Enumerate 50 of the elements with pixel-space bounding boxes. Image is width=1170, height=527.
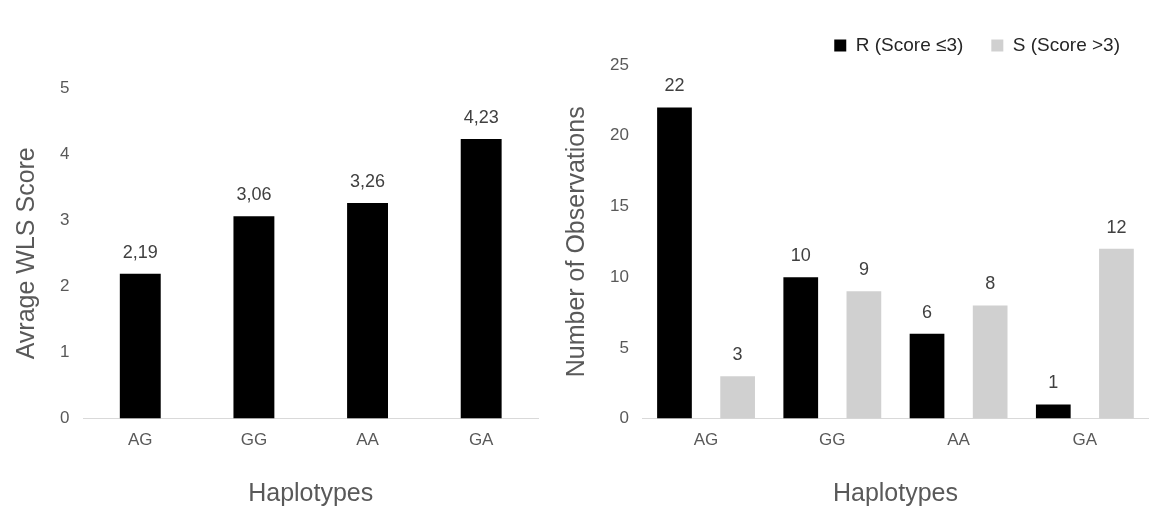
bar [657,107,692,419]
y-tick-label: 25 [609,54,629,74]
bar [846,291,882,419]
bar [909,333,945,419]
data-label: 4,23 [463,106,499,127]
x-axis-title: Haplotypes [832,477,958,506]
data-label: 12 [1106,216,1127,237]
y-tick-label: 3 [59,209,70,229]
x-axis-title: Haplotypes [248,477,374,506]
y-tick-label: 15 [609,196,629,216]
bar [119,273,161,419]
y-tick-label: 5 [619,337,629,357]
y-tick-label: 4 [59,143,70,163]
x-tick-label: AG [127,430,153,450]
data-label: 3,06 [236,184,272,205]
y-tick-label: 5 [59,77,70,97]
x-tick-label: GA [1072,430,1098,450]
legend-label: S (Score >3) [1012,33,1121,55]
legend-label: R (Score ≤3) [855,33,964,55]
y-tick-label: 20 [609,125,629,145]
y-axis-title: Avrage WLS Score [10,147,39,360]
data-label: 1 [1048,372,1059,393]
y-tick-label: 1 [59,342,70,362]
data-label: 10 [790,245,811,266]
bar [233,216,275,419]
data-label: 3,26 [350,171,386,192]
data-label: 6 [922,301,933,322]
data-label: 9 [858,259,869,280]
bar [972,305,1008,419]
y-tick-label: 10 [609,266,629,286]
x-tick-label: GG [240,430,268,450]
y-axis-title: Number of Observations [560,106,589,378]
y-tick-label: 2 [59,276,70,296]
x-tick-label: AG [693,430,719,450]
x-tick-label: GG [819,430,846,450]
data-label: 22 [664,75,685,96]
x-tick-label: AA [356,430,380,450]
x-tick-label: AA [947,430,971,450]
y-tick-label: 0 [619,408,629,428]
bar [1035,404,1071,419]
bar [460,138,502,419]
x-tick-label: GA [468,430,495,450]
data-label: 2,19 [122,241,158,262]
data-label: 3 [732,344,743,365]
bar [1099,248,1134,419]
data-label: 8 [985,273,996,294]
y-tick-label: 0 [59,408,70,428]
bar [347,203,388,419]
bar [783,277,819,419]
bar [720,376,755,419]
